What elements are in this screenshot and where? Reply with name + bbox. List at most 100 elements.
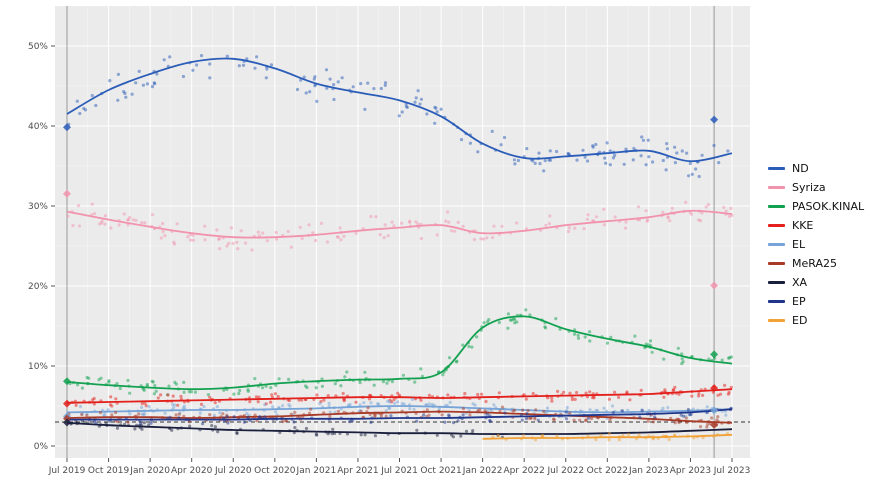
poll-point [726,149,730,153]
poll-point [161,222,165,226]
poll-point [613,390,617,394]
poll-point [253,66,257,70]
legend-key-line-icon [768,262,785,265]
poll-point [245,57,249,61]
poll-point [413,100,417,104]
poll-point [348,420,352,424]
poll-point [140,221,144,225]
poll-point [85,413,89,417]
poll-point [115,382,119,386]
poll-point [723,383,727,387]
poll-point [648,339,653,343]
poll-point [573,397,577,401]
poll-point [168,415,172,419]
poll-point [322,398,326,402]
poll-point [307,223,311,227]
poll-point [628,398,632,402]
poll-point [661,406,665,410]
poll-point [485,236,489,240]
poll-point [140,402,144,406]
poll-point [506,312,510,316]
poll-point [109,395,113,399]
poll-point [328,410,332,414]
poll-point [588,339,592,343]
poll-point [717,161,721,165]
poll-point [83,108,88,112]
poll-point [260,386,265,390]
poll-point [482,237,486,241]
poll-point [686,408,691,412]
poll-point [116,72,120,76]
poll-point [622,162,626,166]
poll-point [609,335,613,339]
poll-point [191,68,195,72]
poll-point [506,326,510,330]
poll-point [76,204,81,208]
poll-point [572,332,577,336]
poll-point [182,390,186,394]
poll-point [256,230,260,234]
poll-point [544,223,548,227]
poll-point [447,356,452,360]
poll-point [718,392,723,396]
poll-point [257,234,261,238]
legend-key-line-icon [768,224,785,227]
poll-point [576,336,581,340]
election-result-diamond-nd [710,115,719,124]
legend-label: ND [792,162,809,175]
poll-point [488,418,492,423]
poll-point [114,397,118,401]
poll-point [613,153,617,157]
poll-point [454,360,458,364]
poll-point [404,104,408,108]
poll-point [425,408,429,412]
poll-point [705,405,709,409]
poll-point [490,129,494,133]
poll-point [499,143,503,147]
poll-point [461,407,465,411]
poll-point [440,413,444,417]
poll-point [500,405,505,409]
poll-point [80,412,84,417]
poll-point [137,69,141,73]
poll-point [537,151,541,155]
poll-point [690,394,694,398]
poll-point [400,221,404,225]
legend-item-ep: EP [768,295,880,308]
poll-point [248,400,252,404]
poll-point [215,228,219,232]
poll-point [722,205,726,209]
poll-point [143,401,147,405]
poll-point [237,391,241,396]
poll-point [476,392,480,397]
poll-point [151,380,155,384]
poll-point [229,226,233,230]
x-axis-tick-label: Jul 2023 [713,466,751,476]
y-axis-tick-label: 0% [34,442,49,452]
poll-point [199,402,204,406]
poll-point [208,413,212,417]
poll-point [80,386,84,390]
poll-point [128,412,132,416]
poll-point [108,79,112,83]
poll-point [689,212,694,216]
poll-point [133,427,137,431]
poll-point [264,384,268,388]
poll-point [676,346,680,350]
poll-point [459,138,464,142]
poll-point [258,415,262,419]
poll-point [235,240,239,244]
trend-line-xa [66,421,733,435]
poll-point [503,411,507,415]
poll-point [471,429,475,433]
poll-point [461,343,465,347]
poll-point [274,230,278,235]
poll-point [498,409,502,413]
scatter-group-nd [67,54,730,179]
poll-point [263,403,267,407]
poll-point [688,413,692,417]
poll-point [171,406,176,410]
x-axis-tick-label: Jan 2020 [129,466,170,476]
poll-point [286,229,290,233]
poll-point [107,379,111,383]
